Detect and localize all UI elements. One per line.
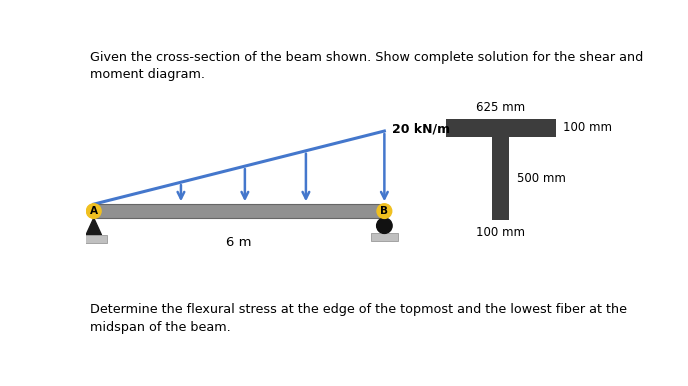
Bar: [372, 234, 398, 241]
Circle shape: [377, 204, 391, 218]
Text: Determine the flexural stress at the edge of the topmost and the lowest fiber at: Determine the flexural stress at the edg…: [90, 303, 627, 334]
Text: 500 mm: 500 mm: [517, 172, 566, 185]
Circle shape: [87, 204, 101, 218]
Text: 100 mm: 100 mm: [563, 122, 612, 134]
Text: Given the cross-section of the beam shown. Show complete solution for the shear : Given the cross-section of the beam show…: [90, 51, 643, 81]
Bar: [94, 204, 385, 218]
Text: A: A: [89, 206, 98, 216]
Bar: [492, 137, 509, 220]
Bar: [446, 119, 556, 137]
Bar: [80, 235, 107, 243]
Text: 625 mm: 625 mm: [476, 101, 525, 114]
Text: 100 mm: 100 mm: [476, 227, 525, 239]
Circle shape: [376, 218, 392, 234]
Text: 6 m: 6 m: [226, 236, 252, 249]
Text: 20 kN/m: 20 kN/m: [392, 123, 450, 136]
Polygon shape: [86, 218, 102, 235]
Text: B: B: [380, 206, 388, 216]
